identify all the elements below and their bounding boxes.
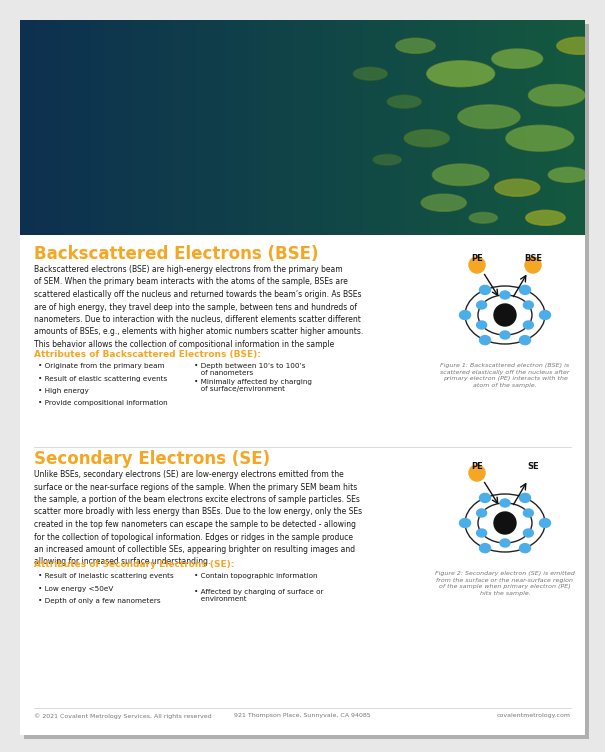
Ellipse shape (540, 518, 551, 527)
Text: PE: PE (471, 462, 483, 471)
Ellipse shape (480, 493, 491, 502)
Text: Attributes of Secondary Electrons (SE):: Attributes of Secondary Electrons (SE): (34, 560, 234, 569)
Ellipse shape (523, 529, 534, 537)
Text: Figure 2: Secondary electron (SE) is emitted
from the surface or the near-surfac: Figure 2: Secondary electron (SE) is emi… (435, 571, 575, 596)
Text: • Originate from the primary beam: • Originate from the primary beam (38, 363, 165, 369)
Ellipse shape (520, 335, 531, 344)
Circle shape (506, 126, 574, 151)
Circle shape (495, 179, 540, 196)
Circle shape (373, 154, 401, 165)
Ellipse shape (477, 301, 486, 309)
Ellipse shape (500, 499, 510, 507)
Ellipse shape (500, 539, 510, 547)
Ellipse shape (460, 518, 471, 527)
Ellipse shape (523, 321, 534, 329)
Text: • Affected by charging of surface or
   environment: • Affected by charging of surface or env… (194, 589, 324, 602)
Ellipse shape (540, 311, 551, 320)
Text: • Contain topographic information: • Contain topographic information (194, 573, 318, 579)
Text: • Result of elastic scattering events: • Result of elastic scattering events (38, 375, 167, 381)
Text: • Depth of only a few nanometers: • Depth of only a few nanometers (38, 598, 160, 604)
Text: • Result of inelastic scattering events: • Result of inelastic scattering events (38, 573, 174, 579)
Text: © 2021 Covalent Metrology Services, All rights reserved: © 2021 Covalent Metrology Services, All … (34, 713, 212, 719)
Text: • Minimally affected by charging
   of surface/environment: • Minimally affected by charging of surf… (194, 379, 312, 392)
Text: Backscattered electrons (BSE) are high-energy electrons from the primary beam
of: Backscattered electrons (BSE) are high-e… (34, 265, 363, 349)
Ellipse shape (523, 301, 534, 309)
Circle shape (49, 49, 55, 55)
Text: PE: PE (471, 254, 483, 263)
Text: • Depth between 10’s to 100’s
   of nanometers: • Depth between 10’s to 100’s of nanomet… (194, 363, 306, 376)
Text: METROLOGY: METROLOGY (72, 56, 154, 69)
Circle shape (404, 129, 450, 147)
Circle shape (421, 194, 466, 211)
Text: • Provide compositional information: • Provide compositional information (38, 401, 168, 407)
Text: covalentmetrology.com: covalentmetrology.com (497, 713, 571, 718)
Circle shape (469, 212, 497, 223)
Text: SE: SE (527, 462, 539, 471)
Circle shape (458, 105, 520, 129)
Ellipse shape (477, 529, 486, 537)
Text: 921 Thompson Place, Sunnyvale, CA 94085: 921 Thompson Place, Sunnyvale, CA 94085 (234, 713, 371, 718)
Circle shape (427, 61, 495, 86)
Circle shape (548, 167, 588, 182)
Circle shape (526, 211, 565, 226)
Circle shape (387, 96, 421, 108)
Circle shape (353, 67, 387, 80)
Circle shape (525, 257, 541, 273)
Text: • Low energy <50eV: • Low energy <50eV (38, 586, 113, 592)
Text: Secondary Electrons (SE): Secondary Electrons (SE) (34, 450, 270, 468)
Ellipse shape (500, 331, 510, 339)
Text: The 3 SEM Signals You Need to: The 3 SEM Signals You Need to (32, 85, 376, 105)
Ellipse shape (523, 509, 534, 517)
Text: Figure 1: Backscattered electron (BSE) is
scattered elastically off the nucleus : Figure 1: Backscattered electron (BSE) i… (440, 363, 570, 388)
Ellipse shape (460, 311, 471, 320)
Text: COVALENT: COVALENT (72, 43, 142, 56)
Ellipse shape (477, 509, 486, 517)
Ellipse shape (480, 335, 491, 344)
Circle shape (492, 49, 543, 68)
Ellipse shape (520, 286, 531, 294)
Ellipse shape (477, 321, 486, 329)
Circle shape (494, 304, 516, 326)
Text: Unlike BSEs, secondary electrons (SE) are low-energy electrons emitted from the
: Unlike BSEs, secondary electrons (SE) ar… (34, 470, 362, 566)
Ellipse shape (500, 291, 510, 299)
Text: A Scanning Electron Microscope (SEM) is a powerful magnification tool that utili: A Scanning Electron Microscope (SEM) is … (32, 145, 470, 205)
Text: BSE: BSE (524, 254, 542, 263)
Text: Know to Optimize Your SEM Analysis: Know to Optimize Your SEM Analysis (32, 108, 437, 128)
Circle shape (469, 257, 485, 273)
Circle shape (525, 465, 541, 481)
Text: • High energy: • High energy (38, 388, 89, 394)
Text: Backscattered Electrons (BSE): Backscattered Electrons (BSE) (34, 245, 318, 263)
Ellipse shape (520, 493, 531, 502)
Ellipse shape (480, 286, 491, 294)
Ellipse shape (480, 544, 491, 553)
Circle shape (433, 164, 489, 186)
Circle shape (396, 38, 435, 53)
Text: Attributes of Backscattered Electrons (BSE):: Attributes of Backscattered Electrons (B… (34, 350, 261, 359)
Ellipse shape (520, 544, 531, 553)
Circle shape (529, 84, 585, 106)
Circle shape (494, 512, 516, 534)
Circle shape (469, 465, 485, 481)
Circle shape (557, 37, 602, 54)
